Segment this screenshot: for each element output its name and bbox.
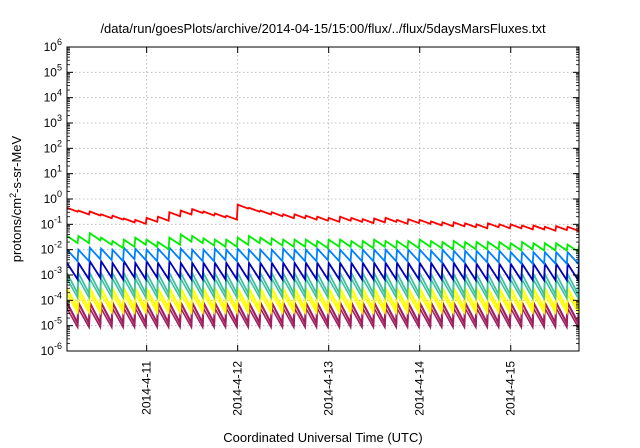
y-tick-label: 10-5: [41, 316, 62, 333]
y-tick-exponent: 0: [57, 189, 62, 199]
y-tick-label: 10-4: [41, 290, 62, 307]
y-tick-base: 10: [44, 116, 58, 130]
y-tick-base: 10: [41, 293, 55, 307]
y-tick-label: 105: [44, 62, 62, 79]
y-axis-label-sup: 2: [8, 193, 18, 198]
y-tick-label: 10-6: [41, 341, 62, 358]
y-tick-exponent: 2: [57, 138, 62, 148]
y-tick-base: 10: [44, 91, 58, 105]
y-tick-exponent: 1: [57, 164, 62, 174]
y-tick-exponent: -1: [54, 214, 62, 224]
y-tick-label: 10-3: [41, 265, 62, 282]
y-tick-label: 10-2: [41, 240, 62, 257]
y-tick-base: 10: [41, 268, 55, 282]
x-axis-label: Coordinated Universal Time (UTC): [223, 430, 422, 445]
chart-title: /data/run/goesPlots/archive/2014-04-15/1…: [100, 21, 546, 36]
y-tick-exponent: -3: [54, 265, 62, 275]
x-tick-label: 2014-4-13: [322, 361, 336, 416]
y-tick-base: 10: [41, 344, 55, 358]
series-line: [67, 305, 579, 331]
y-tick-label: 10-1: [41, 214, 62, 231]
y-tick-base: 10: [41, 319, 55, 333]
y-tick-base: 10: [44, 141, 58, 155]
y-tick-exponent: -4: [54, 290, 62, 300]
y-tick-labels: 10-610-510-410-310-210-11001011021031041…: [41, 37, 62, 358]
series-line: [67, 245, 579, 266]
y-tick-base: 10: [44, 192, 58, 206]
y-tick-label: 103: [44, 113, 62, 130]
x-tick-label: 2014-4-15: [504, 361, 518, 416]
y-tick-base: 10: [41, 243, 55, 257]
tick-layer: [67, 46, 579, 352]
x-tick-label: 2014-4-11: [140, 361, 154, 415]
y-tick-label: 106: [44, 37, 62, 54]
y-tick-exponent: -6: [54, 341, 62, 351]
y-tick-exponent: 3: [57, 113, 62, 123]
y-axis-label: protons/cm2-s-sr-MeV: [8, 135, 24, 262]
y-tick-exponent: -5: [54, 316, 62, 326]
series-line: [67, 231, 579, 254]
y-tick-label: 100: [44, 189, 62, 206]
y-tick-base: 10: [44, 167, 58, 181]
x-tick-label: 2014-4-14: [413, 361, 427, 416]
y-tick-base: 10: [44, 40, 58, 54]
y-tick-label: 102: [44, 138, 62, 155]
y-tick-exponent: 4: [57, 88, 62, 98]
series-line: [67, 258, 579, 283]
y-tick-exponent: 5: [57, 62, 62, 72]
y-tick-base: 10: [41, 217, 55, 231]
y-tick-base: 10: [44, 65, 58, 79]
y-tick-label: 104: [44, 88, 62, 105]
series-line: [67, 275, 579, 302]
x-tick-labels: 2014-4-11 2014-4-12 2014-4-13 2014-4-14 2014…: [140, 361, 518, 416]
y-axis-label-rest: -s-sr-MeV: [9, 135, 24, 192]
y-axis-label-main: protons/cm: [9, 198, 24, 262]
series-line: [67, 291, 579, 316]
series-line: [67, 203, 579, 232]
series-layer: [67, 203, 579, 331]
y-tick-exponent: 6: [57, 37, 62, 47]
y-tick-exponent: -2: [54, 240, 62, 250]
x-tick-label: 2014-4-12: [231, 361, 245, 416]
y-tick-label: 101: [44, 164, 62, 181]
